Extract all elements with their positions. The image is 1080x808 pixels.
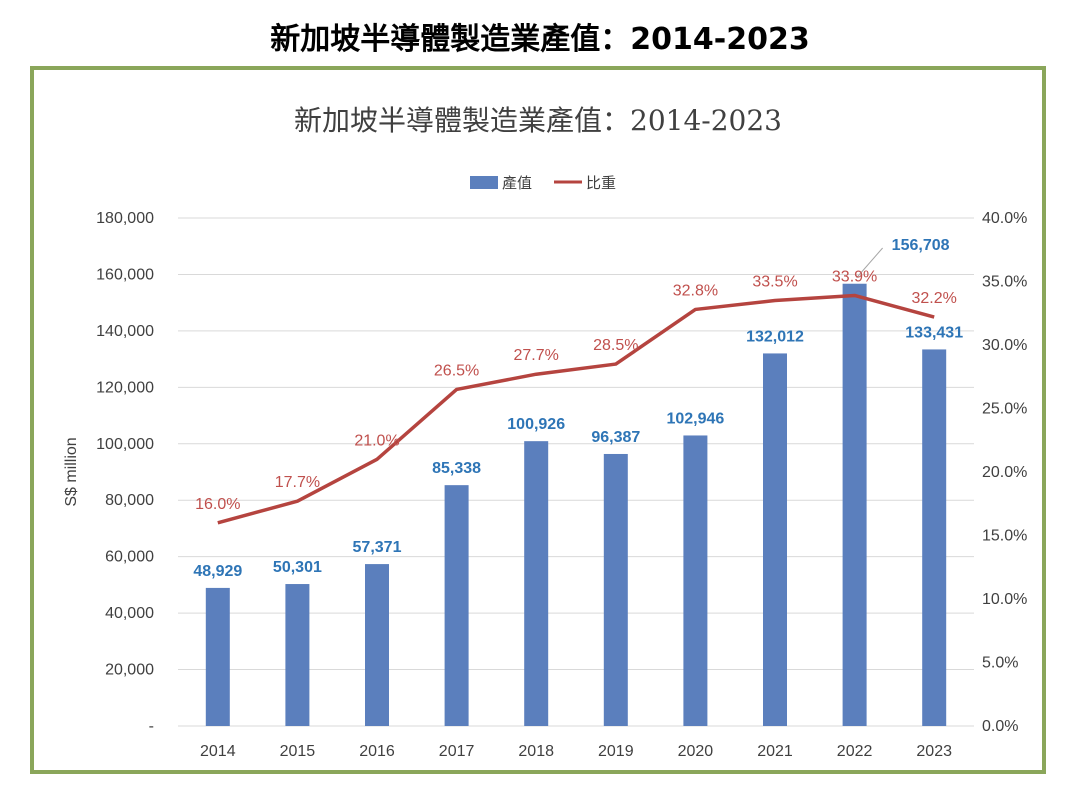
line-value-label: 32.8% (673, 282, 718, 299)
y-axis-label: S$ million (63, 437, 80, 506)
x-tick-label: 2020 (678, 743, 714, 760)
bar-value-label: 100,926 (507, 416, 565, 433)
line-value-label: 26.5% (434, 362, 479, 379)
bar-value-label: 133,431 (905, 324, 963, 341)
line-value-label: 28.5% (593, 337, 638, 354)
axes: - 20,000 40,000 60,000 80,000 100,000 120,000 1… (63, 210, 1027, 760)
x-tick-label: 2018 (518, 743, 554, 760)
bar (603, 453, 628, 726)
line-value-label: 33.9% (832, 268, 877, 285)
bar (763, 353, 787, 726)
y-tick-label: 80,000 (105, 492, 154, 509)
y-tick-label: 160,000 (96, 266, 154, 283)
gridlines (178, 217, 974, 727)
bar-value-label: 156,708 (892, 237, 950, 254)
y-tick-label: 100,000 (96, 436, 154, 453)
bar (842, 283, 867, 726)
bar (524, 441, 549, 726)
x-tick-label: 2019 (598, 743, 634, 760)
bar (365, 564, 389, 726)
x-tick-label: 2014 (200, 743, 236, 760)
chart-title: 新加坡半導體製造業產值：2014-2023 (294, 104, 782, 137)
y2-tick-label: 0.0% (982, 718, 1018, 735)
y-tick-label: 20,000 (105, 662, 154, 679)
x-tick-label: 2015 (280, 743, 316, 760)
x-tick-label: 2022 (837, 743, 873, 760)
bar (285, 584, 310, 726)
chart: 新加坡半導體製造業產值：2014-2023 產值 比重 48,929 50,301 5… (63, 104, 1027, 760)
page-title: 新加坡半導體製造業產值：2014-2023 (270, 22, 810, 57)
bar (205, 587, 230, 726)
line-value-label: 27.7% (514, 347, 559, 364)
y-tick-label: 40,000 (105, 605, 154, 622)
x-tick-label: 2016 (359, 743, 395, 760)
y2-tick-label: 25.0% (982, 401, 1027, 418)
x-tick-label: 2023 (916, 743, 952, 760)
bar-value-label: 57,371 (353, 539, 402, 556)
legend-label-bar: 產值 (502, 174, 532, 192)
y2-tick-label: 15.0% (982, 528, 1027, 545)
bar-value-label: 85,338 (432, 460, 481, 477)
legend: 產值 比重 (470, 174, 616, 192)
legend-label-line: 比重 (586, 174, 616, 192)
line-value-label: 32.2% (912, 290, 957, 307)
data-labels: 48,929 50,301 57,371 85,338 100,926 96,387 102… (193, 237, 963, 580)
y-tick-label: 60,000 (105, 549, 154, 566)
bar (683, 435, 708, 726)
line-value-label: 33.5% (752, 274, 797, 291)
line-value-label: 16.0% (195, 496, 240, 513)
bar (444, 485, 469, 726)
legend-swatch-bar (470, 176, 498, 189)
x-tick-label: 2021 (757, 743, 793, 760)
y2-tick-label: 5.0% (982, 655, 1018, 672)
y2-tick-label: 40.0% (982, 210, 1027, 227)
bar-value-label: 48,929 (193, 563, 242, 580)
line-series (217, 293, 935, 525)
y2-tick-label: 20.0% (982, 464, 1027, 481)
bar-value-label: 50,301 (273, 559, 322, 576)
bar-value-label: 132,012 (746, 328, 804, 345)
y2-tick-label: 10.0% (982, 591, 1027, 608)
bar-value-label: 96,387 (591, 429, 640, 446)
y2-tick-label: 30.0% (982, 337, 1027, 354)
bar-value-label: 102,946 (666, 410, 724, 427)
chart-frame: 新加坡半導體製造業產值：2014-2023 產值 比重 48,929 50,301 5… (30, 66, 1046, 774)
y2-tick-label: 35.0% (982, 274, 1027, 291)
leader-line (856, 247, 883, 279)
y-tick-label: 120,000 (96, 379, 154, 396)
bar-series (205, 283, 947, 726)
y-tick-label: - (149, 718, 154, 735)
share-line (217, 293, 935, 525)
line-value-label: 21.0% (354, 432, 399, 449)
line-value-label: 17.7% (275, 474, 320, 491)
y-tick-label: 140,000 (96, 323, 154, 340)
x-tick-label: 2017 (439, 743, 475, 760)
bar (922, 349, 947, 726)
y-tick-label: 180,000 (96, 210, 154, 227)
